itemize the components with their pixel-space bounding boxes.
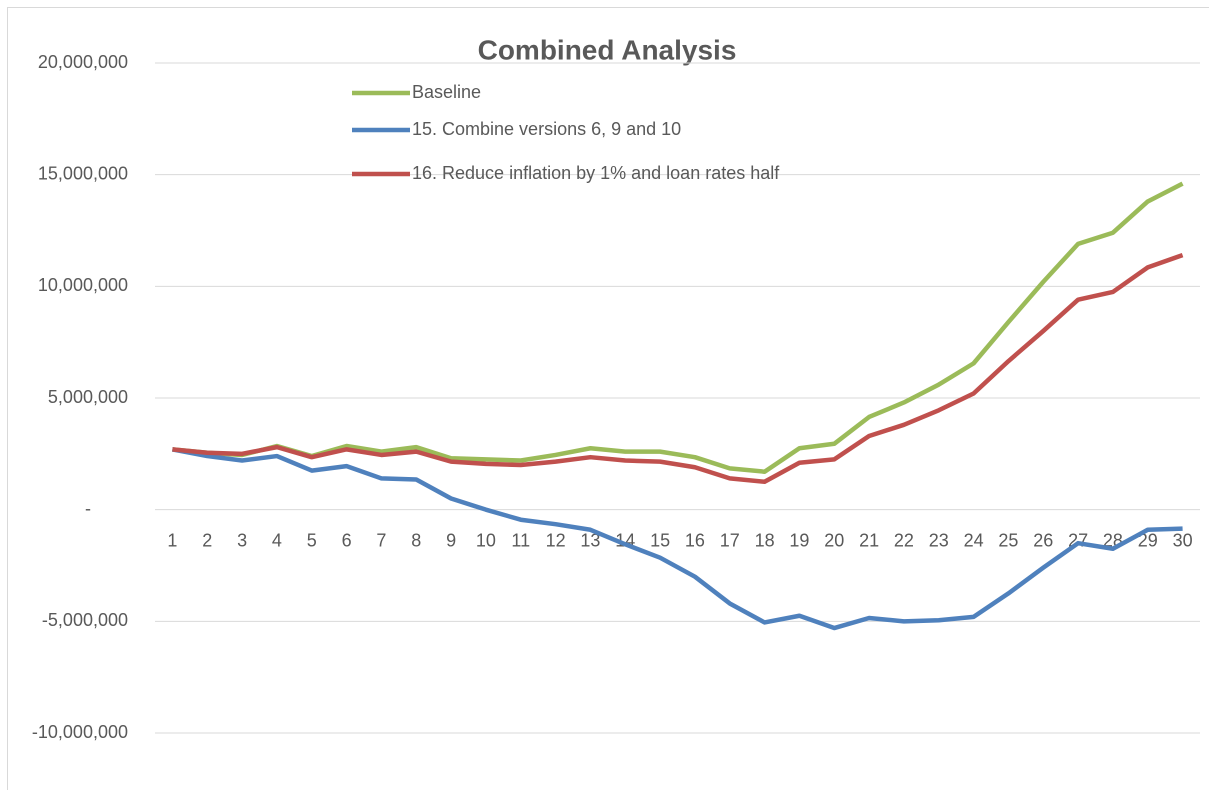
x-tick-label: 18 <box>755 530 775 550</box>
x-tick-label: 26 <box>1033 530 1053 550</box>
x-tick-label: 12 <box>546 530 566 550</box>
x-tick-label: 24 <box>964 530 984 550</box>
x-tick-label: 9 <box>446 530 456 550</box>
y-tick-label: -10,000,000 <box>32 722 128 742</box>
x-tick-label: 8 <box>411 530 421 550</box>
x-tick-label: 13 <box>580 530 600 550</box>
legend-label: Baseline <box>412 82 481 102</box>
y-tick-label: 20,000,000 <box>38 52 128 72</box>
x-tick-label: 21 <box>859 530 879 550</box>
x-tick-label: 11 <box>511 530 530 550</box>
y-tick-label: 10,000,000 <box>38 275 128 295</box>
y-tick-label: 15,000,000 <box>38 163 128 183</box>
series-line <box>172 252 1184 484</box>
x-tick-label: 25 <box>998 530 1018 550</box>
legend-label: 16. Reduce inflation by 1% and loan rate… <box>412 163 780 183</box>
chart-border <box>7 7 1209 790</box>
x-tick-label: 20 <box>824 530 844 550</box>
x-tick-label: 10 <box>476 530 496 550</box>
x-tick-label: 29 <box>1138 530 1158 550</box>
x-tick-label: 22 <box>894 530 914 550</box>
x-tick-label: 4 <box>272 530 282 550</box>
x-tick-label: 16 <box>685 530 705 550</box>
y-tick-label: - <box>85 498 91 518</box>
chart-title: Combined Analysis <box>478 34 737 65</box>
series-line <box>172 181 1184 474</box>
y-tick-label: 5,000,000 <box>48 387 128 407</box>
x-tick-label: 3 <box>237 530 247 550</box>
x-tick-label: 15 <box>650 530 670 550</box>
y-tick-label: -5,000,000 <box>42 610 128 630</box>
legend-label: 15. Combine versions 6, 9 and 10 <box>412 119 681 139</box>
x-tick-label: 2 <box>202 530 212 550</box>
x-tick-label: 17 <box>720 530 740 550</box>
x-tick-label: 7 <box>376 530 386 550</box>
x-tick-label: 6 <box>342 530 352 550</box>
x-tick-label: 1 <box>167 530 177 550</box>
x-tick-label: 19 <box>789 530 809 550</box>
x-tick-label: 5 <box>307 530 317 550</box>
x-tick-label: 30 <box>1173 530 1193 550</box>
x-tick-label: 23 <box>929 530 949 550</box>
series-line <box>171 447 1183 631</box>
